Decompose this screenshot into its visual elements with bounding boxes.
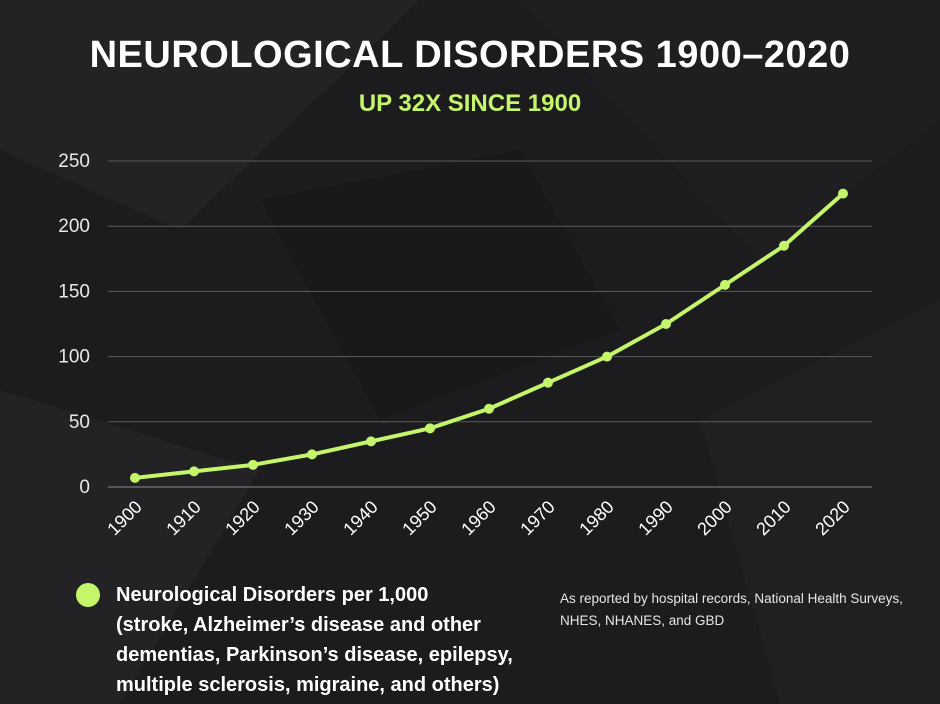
legend-label: Neurological Disorders per 1,000 (stroke… <box>116 580 513 700</box>
data-point <box>602 351 612 362</box>
x-tick-label: 2000 <box>693 497 735 539</box>
x-tick-label: 1960 <box>457 497 499 539</box>
y-tick-label: 200 <box>58 216 90 237</box>
legend-label-line: multiple sclerosis, migraine, and others… <box>116 674 500 696</box>
x-tick-label: 1990 <box>634 497 676 539</box>
data-point <box>484 403 494 414</box>
x-tick-label: 1950 <box>398 497 440 539</box>
data-point <box>838 188 848 199</box>
data-point <box>248 459 258 470</box>
x-tick-label: 2020 <box>811 497 853 539</box>
x-tick-label: 1980 <box>575 497 617 539</box>
data-point <box>130 472 140 483</box>
y-tick-label: 100 <box>58 347 90 368</box>
y-tick-label: 50 <box>69 412 90 433</box>
x-tick-label: 1940 <box>339 497 381 539</box>
y-tick-label: 250 <box>58 151 90 172</box>
x-tick-label: 1930 <box>280 497 322 539</box>
y-tick-label: 0 <box>79 477 90 498</box>
y-tick-label: 150 <box>58 281 90 302</box>
legend-marker <box>76 583 100 607</box>
data-point <box>720 279 730 290</box>
chart-title: NEUROLOGICAL DISORDERS 1900–2020 <box>89 34 851 76</box>
data-point <box>307 449 317 460</box>
source-note: As reported by hospital records, Nationa… <box>560 591 903 628</box>
legend-label-line: Neurological Disorders per 1,000 <box>116 584 429 606</box>
data-point <box>779 240 789 251</box>
x-tick-label: 1900 <box>103 497 145 539</box>
data-point <box>366 436 376 447</box>
x-tick-label: 1920 <box>221 497 263 539</box>
series-line <box>133 191 845 480</box>
data-point <box>661 319 671 329</box>
data-point <box>543 377 553 388</box>
chart-subtitle: UP 32X SINCE 1900 <box>358 90 582 117</box>
x-tick-label: 1910 <box>162 497 204 539</box>
legend: Neurological Disorders per 1,000 (stroke… <box>76 580 556 700</box>
x-tick-label: 2010 <box>752 497 794 539</box>
data-point <box>425 423 435 434</box>
x-tick-label: 1970 <box>516 497 558 539</box>
legend-label-line: (stroke, Alzheimer’s disease and other <box>116 614 481 636</box>
data-point <box>189 466 199 477</box>
legend-label-line: dementias, Parkinson’s disease, epilepsy… <box>116 644 513 666</box>
